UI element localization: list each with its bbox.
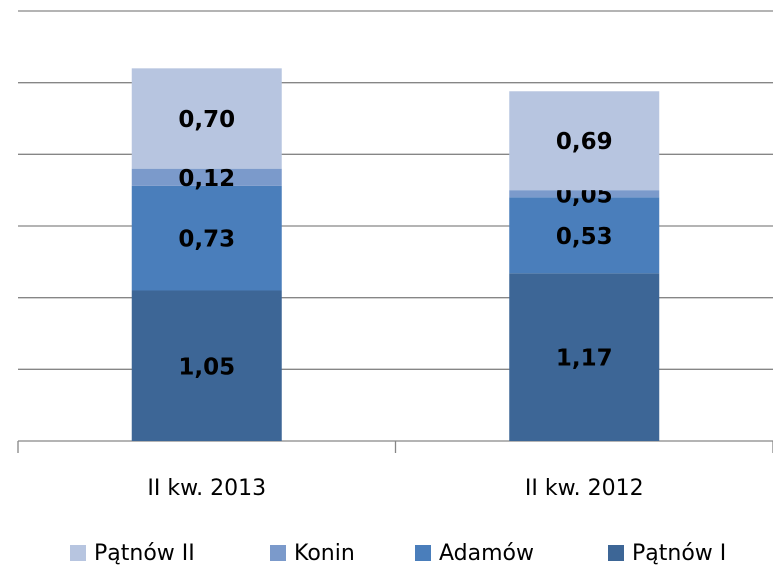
value-label: 0,70 <box>178 107 235 133</box>
value-label: 1,05 <box>178 354 235 380</box>
value-label: 0,53 <box>556 224 613 250</box>
legend-swatch <box>270 545 286 561</box>
bar-segment <box>131 290 282 441</box>
legend-swatch <box>415 545 431 561</box>
legend-swatch <box>70 545 86 561</box>
x-tick-label: II kw. 2012 <box>525 476 644 501</box>
bar-segment <box>131 68 282 169</box>
value-label: 0,69 <box>556 129 613 155</box>
bar-segment <box>509 91 660 191</box>
value-label: 0,73 <box>178 227 235 253</box>
legend-label: Adamów <box>439 541 534 566</box>
bar-segment <box>131 168 282 186</box>
x-tick-label: II kw. 2013 <box>147 476 266 501</box>
bar-segment <box>509 197 660 274</box>
legend-swatch <box>608 545 624 561</box>
legend-label: Pątnów I <box>632 541 726 566</box>
value-label: 1,17 <box>556 346 613 372</box>
legend-label: Konin <box>294 541 355 566</box>
bar-segment <box>509 190 660 198</box>
bar-segment <box>131 185 282 291</box>
value-label: 0,12 <box>178 166 235 192</box>
bar-segment <box>509 273 660 441</box>
legend-label: Pątnów II <box>94 541 195 566</box>
